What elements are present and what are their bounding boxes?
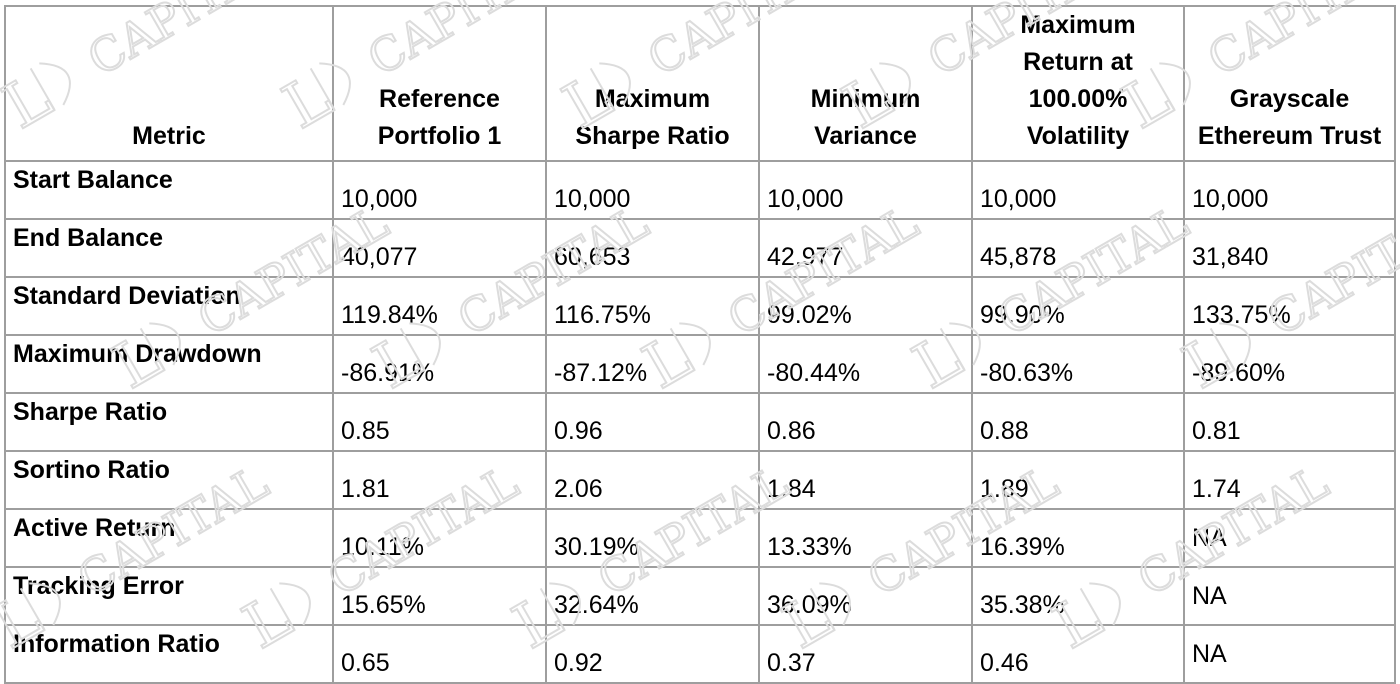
table-row: Maximum Drawdown -86.91% -87.12% -80.44%…	[4, 334, 1396, 394]
table-cell: 40,077	[332, 218, 547, 278]
metric-label: Standard Deviation	[4, 276, 334, 336]
table-cell: 13.33%	[758, 508, 973, 568]
table-row: Tracking Error 15.65% 32.64% 36.09% 35.3…	[4, 566, 1396, 626]
table-cell: 2.06	[545, 450, 760, 510]
table-cell: 0.86	[758, 392, 973, 452]
table-row: End Balance 40,077 60,653 42,977 45,878 …	[4, 218, 1396, 278]
table-cell: 0.88	[971, 392, 1185, 452]
header-grayscale-eth: Grayscale Ethereum Trust	[1183, 5, 1396, 162]
table-cell: 42,977	[758, 218, 973, 278]
table-cell: NA	[1183, 624, 1396, 684]
metrics-table: Metric Reference Portfolio 1 Maximum Sha…	[4, 5, 1396, 684]
table-cell: 10,000	[332, 160, 547, 220]
table-row: Active Return 10.11% 30.19% 13.33% 16.39…	[4, 508, 1396, 568]
table-cell: 0.92	[545, 624, 760, 684]
table-cell: NA	[1183, 566, 1396, 626]
table-cell: 116.75%	[545, 276, 760, 336]
table-cell: 133.75%	[1183, 276, 1396, 336]
table-cell: 1.81	[332, 450, 547, 510]
metric-label: Maximum Drawdown	[4, 334, 334, 394]
header-min-variance: Minimum Variance	[758, 5, 973, 162]
table-cell: 99.90%	[971, 276, 1185, 336]
metric-label: Information Ratio	[4, 624, 334, 684]
header-metric: Metric	[4, 5, 334, 162]
table-cell: 1.74	[1183, 450, 1396, 510]
table-cell: -86.91%	[332, 334, 547, 394]
table-cell: 36.09%	[758, 566, 973, 626]
metric-label: Sortino Ratio	[4, 450, 334, 510]
table-cell: 32.64%	[545, 566, 760, 626]
header-row: Metric Reference Portfolio 1 Maximum Sha…	[4, 5, 1396, 162]
table-cell: 31,840	[1183, 218, 1396, 278]
metric-label: End Balance	[4, 218, 334, 278]
table-cell: 0.96	[545, 392, 760, 452]
table-cell: 10,000	[545, 160, 760, 220]
metric-label: Tracking Error	[4, 566, 334, 626]
table-cell: 10.11%	[332, 508, 547, 568]
table-cell: 35.38%	[971, 566, 1185, 626]
table-row: Start Balance 10,000 10,000 10,000 10,00…	[4, 160, 1396, 220]
header-max-return: Maximum Return at 100.00% Volatility	[971, 5, 1185, 162]
table-cell: 0.65	[332, 624, 547, 684]
table-cell: NA	[1183, 508, 1396, 568]
table-row: Information Ratio 0.65 0.92 0.37 0.46 NA	[4, 624, 1396, 684]
table-cell: 16.39%	[971, 508, 1185, 568]
table-cell: 1.84	[758, 450, 973, 510]
table-cell: -80.63%	[971, 334, 1185, 394]
table-cell: 10,000	[1183, 160, 1396, 220]
table-cell: 45,878	[971, 218, 1185, 278]
header-reference-portfolio: Reference Portfolio 1	[332, 5, 547, 162]
table-cell: 0.85	[332, 392, 547, 452]
header-max-sharpe: Maximum Sharpe Ratio	[545, 5, 760, 162]
table-cell: 99.02%	[758, 276, 973, 336]
table-cell: 60,653	[545, 218, 760, 278]
table-cell: 0.46	[971, 624, 1185, 684]
table-cell: 1.89	[971, 450, 1185, 510]
table-cell: -80.44%	[758, 334, 973, 394]
table-row: Sharpe Ratio 0.85 0.96 0.86 0.88 0.81	[4, 392, 1396, 452]
table-cell: 15.65%	[332, 566, 547, 626]
metric-label: Active Return	[4, 508, 334, 568]
metric-label: Sharpe Ratio	[4, 392, 334, 452]
table-cell: 0.81	[1183, 392, 1396, 452]
table-row: Standard Deviation 119.84% 116.75% 99.02…	[4, 276, 1396, 336]
table-cell: -87.12%	[545, 334, 760, 394]
table-cell: 30.19%	[545, 508, 760, 568]
table-cell: 0.37	[758, 624, 973, 684]
table-row: Sortino Ratio 1.81 2.06 1.84 1.89 1.74	[4, 450, 1396, 510]
table-cell: -89.60%	[1183, 334, 1396, 394]
table-cell: 10,000	[971, 160, 1185, 220]
table-cell: 10,000	[758, 160, 973, 220]
table-cell: 119.84%	[332, 276, 547, 336]
metric-label: Start Balance	[4, 160, 334, 220]
